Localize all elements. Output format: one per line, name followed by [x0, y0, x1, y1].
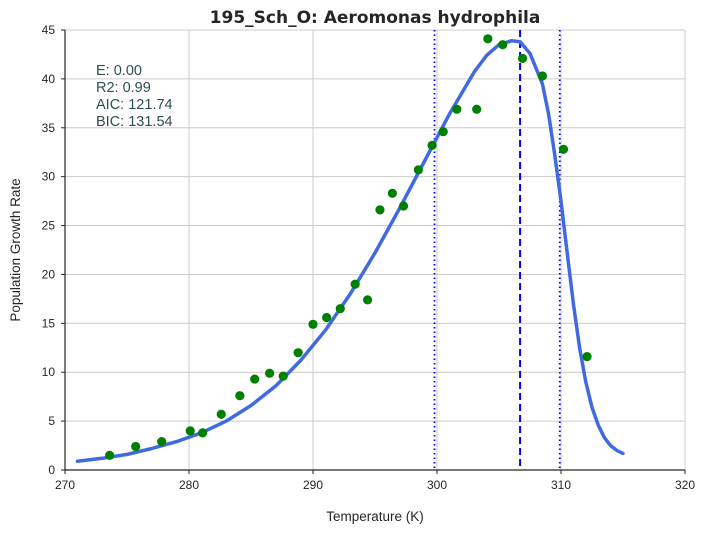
x-tick-label: 310: [551, 478, 571, 492]
data-point: [472, 104, 482, 114]
data-point: [250, 374, 260, 384]
data-point: [582, 351, 592, 362]
data-point: [105, 450, 115, 460]
data-points: [105, 34, 592, 460]
data-point: [517, 53, 528, 63]
stat-e: E: 0.00: [96, 63, 142, 79]
data-point: [438, 127, 448, 137]
y-tick-label: 25: [42, 219, 56, 233]
data-point: [452, 104, 462, 114]
data-point: [131, 441, 141, 452]
data-point: [278, 371, 288, 381]
data-point: [350, 279, 360, 289]
data-point: [293, 348, 303, 358]
data-point: [537, 71, 548, 81]
y-tick-label: 20: [42, 267, 56, 281]
data-point: [216, 409, 226, 419]
x-tick-label: 270: [55, 478, 75, 492]
data-point: [198, 428, 208, 438]
stat-r2: R2: 0.99: [96, 80, 151, 96]
y-tick-label: 45: [42, 23, 56, 37]
data-point: [483, 34, 493, 44]
fit-curve-group: [75, 39, 625, 463]
x-tick-label: 300: [427, 478, 447, 492]
data-point: [335, 304, 345, 314]
data-point: [235, 391, 245, 401]
tick-labels: 270 280 290 300 310 320 0 5 10 15 20 25 30 35 40 45: [42, 23, 696, 492]
x-tick-label: 280: [179, 478, 199, 492]
x-tick-label: 290: [303, 478, 323, 492]
data-point: [157, 437, 167, 447]
reference-lines: [433, 30, 561, 470]
data-point: [185, 426, 195, 436]
data-point: [387, 188, 397, 198]
data-point: [308, 319, 318, 329]
chart-title: 195_Sch_O: Aeromonas hydrophila: [210, 8, 541, 28]
fit-curve: [75, 39, 625, 463]
y-tick-label: 15: [42, 316, 56, 330]
y-tick-label: 0: [48, 463, 55, 477]
x-tick-label: 320: [675, 478, 695, 492]
stat-bic: BIC: 131.54: [96, 114, 173, 130]
data-point: [375, 205, 385, 215]
data-point: [498, 40, 508, 50]
stat-aic: AIC: 121.74: [96, 97, 173, 113]
y-tick-label: 30: [42, 170, 56, 184]
x-axis-label: Temperature (K): [326, 509, 424, 524]
fit-statistics: E: 0.00 R2: 0.99 AIC: 121.74 BIC: 131.54: [96, 63, 173, 130]
y-axis-label: Population Growth Rate: [8, 178, 23, 321]
data-point: [558, 144, 569, 154]
y-tick-label: 40: [42, 72, 56, 86]
data-point: [427, 140, 437, 150]
axes: [61, 29, 686, 474]
data-point: [398, 201, 409, 211]
grid: [65, 29, 686, 470]
data-point: [362, 295, 373, 305]
y-tick-label: 35: [42, 121, 56, 135]
data-point: [265, 368, 275, 378]
data-point: [322, 312, 332, 323]
y-tick-label: 5: [48, 414, 55, 428]
data-point: [413, 165, 423, 175]
y-tick-label: 10: [42, 365, 56, 379]
